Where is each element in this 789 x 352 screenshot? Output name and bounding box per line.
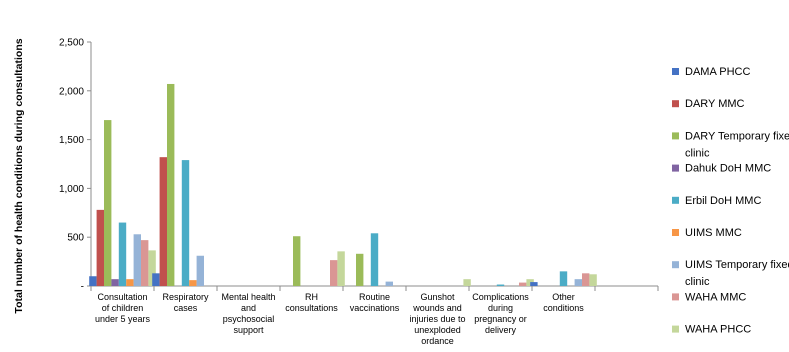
bar-dary-temporary-fixed-clinic (293, 236, 301, 286)
legend-label: UIMS MMC (685, 227, 742, 239)
bar-dary-temporary-fixed-clinic (167, 83, 175, 286)
legend-swatch (672, 100, 679, 108)
bar-dahuk-doh-mmc (111, 279, 119, 286)
bar-dama-phcc (152, 273, 160, 286)
y-tick-label: 2,500 (59, 38, 84, 49)
bar-uims-temporary-fixed-clinic (196, 255, 204, 286)
bar-dary-temporary-fixed-clinic (356, 253, 364, 286)
bar-uims-mmc (189, 280, 197, 286)
legend-label: WAHA MMC (685, 291, 746, 303)
bar-dary-temporary-fixed-clinic (104, 120, 112, 286)
bar-erbil-doh-mmc (496, 284, 505, 286)
y-tick-label: - (81, 282, 84, 293)
legend-label: Dahuk DoH MMC (685, 163, 771, 175)
x-category-label: Respiratory cases (162, 292, 209, 313)
y-tick-label: 1,500 (59, 135, 84, 146)
y-tick-label: 500 (67, 233, 84, 244)
bar-uims-temporary-fixed-clinic (385, 281, 393, 286)
y-tick-label: 2,000 (59, 86, 84, 97)
legend-swatch (672, 132, 679, 140)
bar-waha-mmc (519, 282, 527, 286)
bar-waha-phcc (148, 250, 156, 286)
bar-erbil-doh-mmc (181, 160, 190, 286)
y-axis-label: Total number of health conditions during… (13, 38, 25, 313)
legend-swatch (672, 68, 679, 75)
x-category-label: Mental health and psychosocial support (221, 292, 275, 335)
bar-waha-mmc (141, 240, 149, 286)
bar-erbil-doh-mmc (559, 271, 568, 286)
legend-label: DAMA PHCC (685, 66, 750, 78)
legend-swatch (672, 196, 679, 204)
bar-waha-phcc (589, 274, 597, 286)
bar-dary-mmc (96, 209, 104, 286)
bar-erbil-doh-mmc (370, 233, 379, 286)
legend-label: DARY MMC (685, 98, 745, 110)
legend-swatch (672, 261, 679, 269)
bar-waha-mmc (330, 260, 338, 286)
bar-dama-phcc (530, 282, 538, 286)
legend-label: DARY Temporary fixed clinic (685, 130, 789, 159)
legend-swatch (672, 325, 679, 333)
bar-uims-mmc (126, 279, 134, 286)
legend-label: UIMS Temporary fixed clinic (685, 259, 789, 288)
x-category-label: RH consultations (285, 292, 338, 313)
bar-erbil-doh-mmc (118, 222, 127, 286)
bar-waha-phcc (463, 279, 471, 286)
bar-uims-temporary-fixed-clinic (574, 279, 582, 286)
bar-dary-mmc (159, 157, 167, 286)
bar-uims-temporary-fixed-clinic (133, 234, 141, 286)
x-category-label: Consultation of children under 5 years (95, 292, 151, 324)
legend-label: WAHA PHCC (685, 324, 751, 336)
x-category-label: Gunshot wounds and injuries due to unexplod… (409, 292, 465, 346)
bar-waha-phcc (526, 279, 534, 286)
bar-dama-phcc (89, 276, 97, 286)
legend-swatch (672, 164, 679, 172)
x-category-label: Complications during pregnancy or delivery (472, 292, 529, 335)
x-category-label: Routine vaccinations (350, 292, 400, 313)
legend-swatch (672, 293, 679, 301)
y-tick-label: 1,000 (59, 184, 84, 195)
bar-waha-phcc (337, 251, 345, 286)
x-category-label: Other conditions (543, 292, 584, 313)
legend-label: Erbil DoH MMC (685, 195, 761, 207)
legend-swatch (672, 229, 679, 236)
bar-waha-mmc (582, 273, 590, 286)
